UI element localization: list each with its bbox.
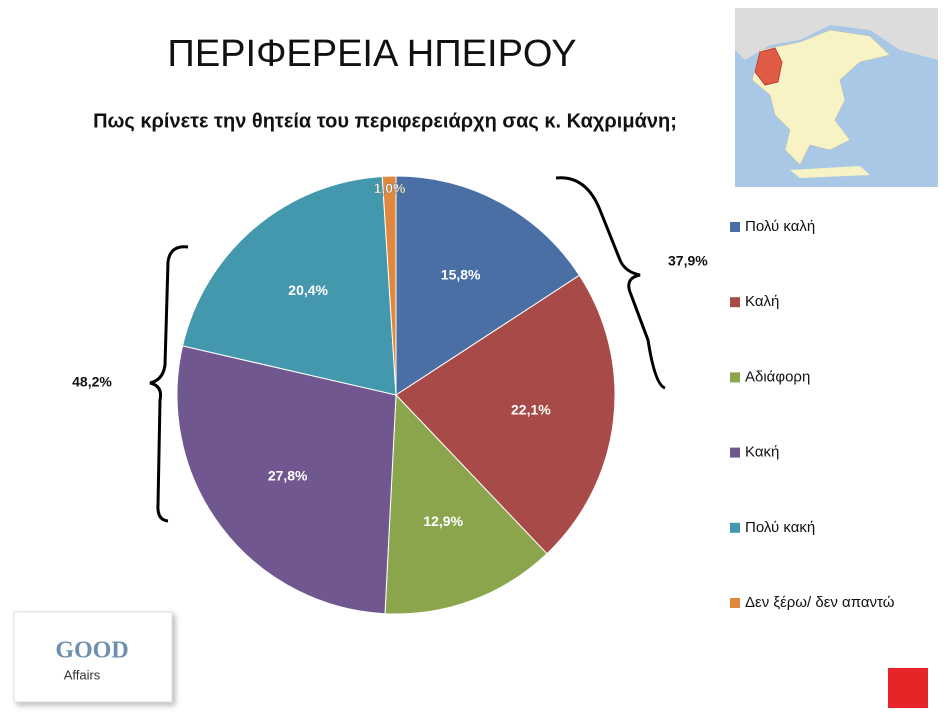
bracket-right [555,176,666,390]
logo-box [13,611,173,703]
chart-title: ΠΕΡΙΦΕΡΕΙΑ ΗΠΕΙΡΟΥ [167,33,576,75]
data-label: 1,0% [374,180,406,196]
data-label: 27,8% [268,468,308,484]
legend-swatch [730,447,740,458]
logo: GOOD Affairs [13,611,173,703]
legend-label: Καλή [745,293,779,310]
legend-label: Αδιάφορη [745,368,810,385]
legend-label: Κακή [745,444,779,461]
logo-text: GOOD [55,638,128,664]
legend-label: Δεν ξέρω/ δεν απαντώ [745,594,895,611]
legend-swatch [730,598,740,608]
map-crete [790,166,870,178]
pie-slice [395,274,616,555]
pie-slice [381,175,397,396]
pie: 15,8% 22,1% 12,9% 27,8% 20,4% 1,0% [176,175,616,615]
legend-swatch [730,297,740,308]
data-label: 15,8% [441,266,481,282]
legend-label: Πολύ κακή [745,519,815,536]
annotation: 48,2% [72,374,112,390]
legend-label: Πολύ καλή [745,218,815,235]
legend-swatch [730,222,740,232]
logo-text: Affairs [64,667,101,682]
chart-subtitle: Πως κρίνετε την θητεία του περιφερειάρχη… [93,110,677,132]
data-label: 20,4% [288,282,328,298]
bracket-left [149,245,189,523]
pie-slice [395,175,581,396]
data-label: 12,9% [423,513,463,529]
pie-slice [176,345,397,615]
data-label: 22,1% [511,401,551,417]
pie-slice [384,393,548,615]
map-neighbors [735,8,938,60]
legend-swatch [730,372,740,383]
map [735,8,938,187]
annotation: 37,9% [668,253,708,269]
map-greece [751,29,891,166]
legend-swatch [730,522,740,533]
map-epirus [754,47,783,86]
corner-square [888,668,928,708]
pie-slice [181,175,397,396]
